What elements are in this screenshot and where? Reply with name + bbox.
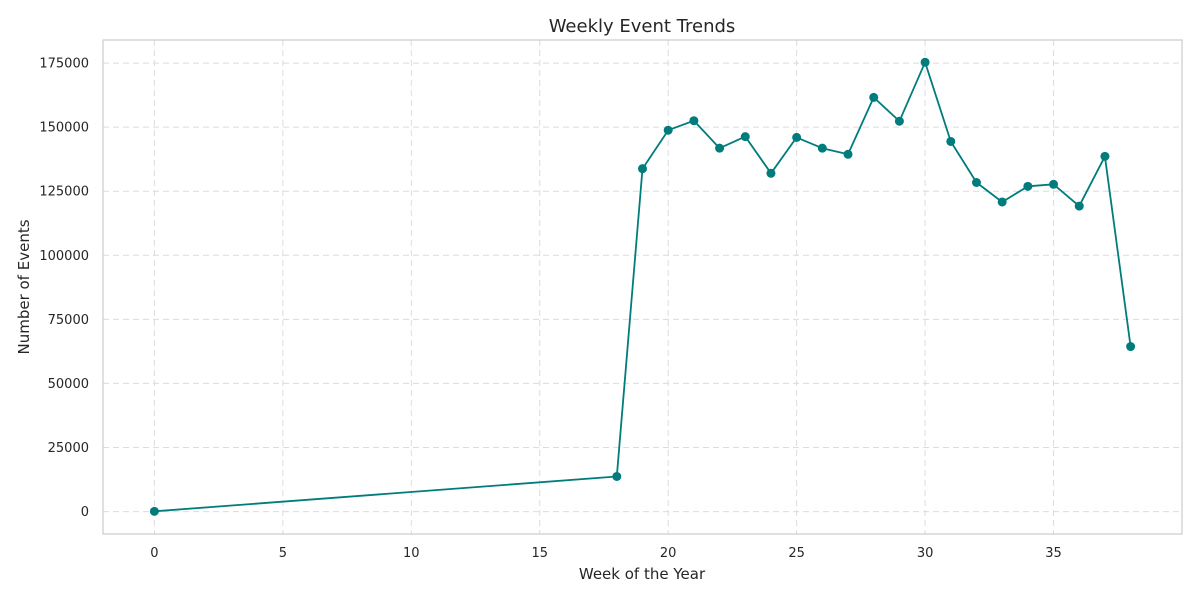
x-tick-label: 30	[917, 546, 934, 561]
plot-frame	[102, 39, 1183, 535]
y-tick-label: 50000	[48, 377, 89, 392]
y-tick-label: 25000	[48, 441, 89, 456]
y-tick-label: 0	[81, 505, 89, 520]
data-point	[1049, 179, 1059, 189]
x-tick-label: 10	[403, 546, 420, 561]
data-point	[1126, 342, 1136, 352]
data-point	[663, 125, 673, 135]
series-line	[154, 61, 1132, 513]
grid-lines	[103, 40, 1182, 534]
data-point	[638, 164, 647, 174]
data-point	[971, 177, 981, 187]
chart-title: Weekly Event Trends	[549, 16, 736, 37]
data-point	[740, 132, 750, 142]
y-tick-label: 125000	[39, 185, 89, 200]
data-point	[843, 149, 853, 159]
data-point	[997, 197, 1007, 207]
data-point	[689, 116, 699, 126]
data-point	[1023, 181, 1033, 191]
y-tick-label: 175000	[39, 57, 89, 72]
x-axis-label: Week of the Year	[579, 565, 706, 583]
x-tick-label: 0	[150, 546, 158, 561]
y-tick-label: 100000	[39, 249, 89, 264]
data-point	[817, 143, 827, 153]
data-point	[869, 92, 879, 102]
data-point	[149, 506, 159, 516]
data-point	[920, 57, 930, 67]
y-tick-label: 75000	[48, 313, 89, 328]
series-layer	[149, 57, 1136, 516]
data-point	[1074, 201, 1084, 211]
x-tick-label: 25	[788, 546, 805, 561]
x-tick-label: 5	[279, 546, 287, 561]
data-point	[715, 143, 725, 153]
y-axis-label: Number of Events	[15, 219, 33, 354]
data-point	[792, 132, 802, 142]
data-point	[766, 168, 776, 178]
x-tick-label: 15	[531, 546, 548, 561]
tick-labels: 0 5 10 15 20 25 30 35 0 25000 50000 75000 100000 1250…	[39, 57, 1061, 561]
y-tick-label: 150000	[39, 121, 89, 136]
data-point	[894, 116, 904, 126]
data-point	[946, 136, 956, 146]
data-point	[612, 471, 622, 481]
x-tick-label: 35	[1045, 546, 1062, 561]
data-point	[1100, 151, 1110, 161]
x-tick-label: 20	[660, 546, 677, 561]
